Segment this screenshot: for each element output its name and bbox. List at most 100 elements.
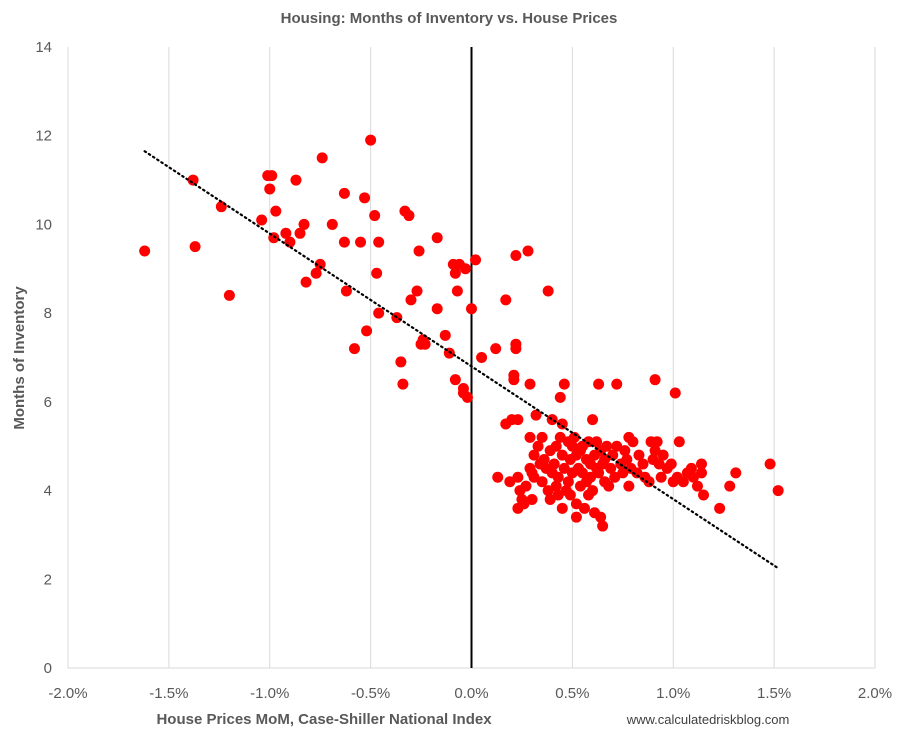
trendline [143,150,780,570]
data-point [552,471,564,483]
data-point [300,276,312,288]
data-point [677,476,689,488]
data-point [532,440,544,452]
data-point [338,187,350,199]
data-point [461,391,473,403]
data-point [601,440,613,452]
data-point [552,489,564,501]
data-point [556,502,568,514]
data-point [568,431,580,443]
y-tick-labels: 0 2 4 6 8 10 12 14 [35,39,52,677]
y-tick-label: 14 [35,39,52,56]
data-point [536,431,548,443]
data-point [524,431,536,443]
data-point [348,343,360,355]
data-point [556,418,568,430]
data-point [554,391,566,403]
data-point [524,378,536,390]
data-point [510,249,522,261]
x-tick-label: 0.5% [555,685,589,702]
data-point [431,303,443,315]
data-point [651,436,663,448]
data-point [510,343,522,355]
data-point [627,436,639,448]
data-point [585,471,597,483]
data-point [270,205,282,217]
data-point [542,285,554,297]
data-point [187,174,199,186]
data-point [564,489,576,501]
data-point [338,236,350,248]
data-point [413,245,425,257]
data-point [280,227,292,239]
data-point [649,374,661,386]
data-point [298,218,310,230]
y-tick-label: 8 [44,305,52,322]
x-tick-label: 0.0% [454,685,488,702]
data-point [687,471,699,483]
data-point [397,378,409,390]
data-point [558,378,570,390]
chart-title: Housing: Months of Inventory vs. House P… [281,10,618,27]
trendline-group [143,150,780,570]
x-axis-label: House Prices MoM, Case-Shiller National … [156,711,492,728]
data-point [508,369,520,381]
data-point [290,174,302,186]
data-point [518,498,530,510]
data-point [492,471,504,483]
data-point [698,489,710,501]
data-point [570,511,582,523]
data-point [373,236,385,248]
data-point [724,480,736,492]
data-point [316,152,328,164]
y-tick-label: 4 [44,483,52,500]
data-point [500,294,512,306]
data-point [611,440,623,452]
data-point [554,431,566,443]
y-axis-label: Months of Inventory [11,286,28,430]
data-point [466,303,477,315]
data-point [459,263,471,275]
y-tick-label: 10 [35,216,52,233]
y-tick-label: 12 [35,128,52,145]
data-point [189,241,201,253]
data-point [284,236,296,248]
data-point [649,445,661,457]
data-point [314,258,326,270]
data-point [673,436,685,448]
data-point [504,476,516,488]
data-point [593,467,605,479]
data-point [691,480,703,492]
y-tick-label: 0 [44,660,52,677]
data-point [609,471,621,483]
data-point [595,511,607,523]
data-point [695,467,707,479]
data-point [764,458,776,470]
data-point [570,498,582,510]
data-point [451,285,463,297]
data-point [558,462,570,474]
data-point [530,409,542,421]
data-point [215,201,227,213]
data-point [621,454,633,466]
data-point [633,449,645,461]
data-point [512,471,524,483]
data-point [528,471,540,483]
data-point [548,458,560,470]
data-point [714,502,726,514]
data-point [685,462,697,474]
x-tick-label: -1.0% [250,685,289,702]
data-point [365,134,377,146]
data-point [730,467,742,479]
data-points [139,134,784,532]
data-point [449,374,461,386]
data-point [546,414,558,426]
x-tick-label: 1.5% [757,685,791,702]
data-point [591,436,603,448]
data-point [593,378,605,390]
y-tick-label: 2 [44,571,52,588]
data-point [772,485,784,497]
data-point [470,254,482,266]
data-point [431,232,443,244]
